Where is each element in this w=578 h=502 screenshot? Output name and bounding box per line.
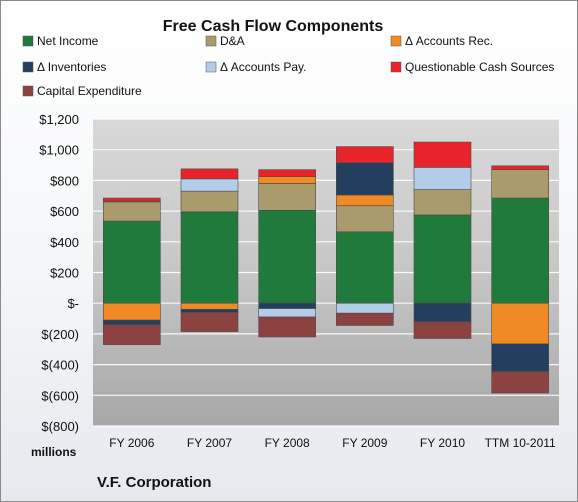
company-name: V.F. Corporation <box>97 474 211 491</box>
bar-delta-accounts-pay <box>336 302 394 314</box>
legend-swatch <box>390 61 402 73</box>
bar-delta-accounts-pay <box>413 167 472 190</box>
bar-capital-expenditure <box>180 312 239 332</box>
legend-label: Δ Inventories <box>37 60 106 74</box>
legend-swatch <box>22 61 34 73</box>
bar-delta-accounts-rec <box>336 194 394 207</box>
legend-swatch <box>205 61 217 73</box>
bar-delta-accounts-pay <box>258 308 316 318</box>
bar-d-a <box>258 183 316 211</box>
unit-label: millions <box>31 445 77 459</box>
bar-d-a <box>180 190 239 213</box>
y-tick-label: $- <box>67 296 79 311</box>
bar-delta-accounts-rec <box>258 176 316 184</box>
legend: Net Income D&A Δ Accounts Rec. Δ Inventorie… <box>22 34 554 98</box>
y-tick-label: $(200) <box>41 327 79 342</box>
bar-d-a <box>103 201 161 222</box>
bar-questionable-cash-sources <box>180 168 239 180</box>
bar-questionable-cash-sources <box>491 165 549 170</box>
bar-delta-inventories <box>413 302 472 322</box>
bar-net-income <box>491 197 549 304</box>
bar-delta-inventories <box>103 319 161 325</box>
y-tick-label: $600 <box>50 204 79 219</box>
legend-swatch <box>22 85 34 97</box>
y-tick-label: $200 <box>50 266 79 281</box>
x-tick-label: FY 2007 <box>187 436 232 450</box>
bar-delta-accounts-rec <box>103 302 161 321</box>
bar-delta-accounts-rec <box>180 302 239 310</box>
bar-capital-expenditure <box>491 371 549 394</box>
x-tick-labels: FY 2006 FY 2007 FY 2008 FY 2009 FY 2010 TTM 1… <box>109 436 556 450</box>
legend-label: D&A <box>220 34 245 48</box>
bar-delta-accounts-pay <box>180 178 239 192</box>
bar-delta-inventories <box>258 302 316 309</box>
y-tick-labels: $1,200 $1,000 $800 $600 $400 $200 $- $(200) $(40… <box>39 112 79 434</box>
bar-delta-inventories <box>180 309 239 313</box>
bar-net-income <box>413 214 472 304</box>
legend-label: Net Income <box>37 34 99 48</box>
bar-d-a <box>413 189 472 216</box>
gridlines <box>93 118 559 427</box>
y-tick-label: $(800) <box>41 419 79 434</box>
bar-d-a <box>336 205 394 233</box>
bar-questionable-cash-sources <box>336 146 394 164</box>
legend-label: Capital Expenditure <box>37 84 142 98</box>
legend-label: Questionable Cash Sources <box>405 60 554 74</box>
bar-net-income <box>258 210 316 304</box>
y-tick-label: $400 <box>50 235 79 250</box>
bar-questionable-cash-sources <box>103 197 161 202</box>
bar-capital-expenditure <box>258 316 316 338</box>
x-tick-label: FY 2008 <box>265 436 310 450</box>
legend-swatch <box>390 35 402 47</box>
legend-swatch <box>205 35 217 47</box>
x-tick-label: FY 2010 <box>420 436 465 450</box>
bar-questionable-cash-sources <box>258 169 316 177</box>
bar-d-a <box>491 169 549 199</box>
y-tick-label: $800 <box>50 173 79 188</box>
bar-delta-inventories <box>491 343 549 372</box>
x-tick-label: TTM 10-2011 <box>485 436 556 450</box>
x-tick-label: FY 2006 <box>109 436 154 450</box>
bar-net-income <box>336 231 394 304</box>
y-tick-label: $1,200 <box>39 112 79 127</box>
bar-delta-accounts-rec <box>491 302 549 345</box>
x-tick-label: FY 2009 <box>342 436 387 450</box>
y-tick-label: $1,000 <box>39 143 79 158</box>
legend-label: Δ Accounts Rec. <box>405 34 493 48</box>
bar-net-income <box>103 220 161 304</box>
bar-delta-inventories <box>336 162 394 196</box>
bar-capital-expenditure <box>336 312 394 326</box>
bar-capital-expenditure <box>103 324 161 345</box>
y-tick-label: $(600) <box>41 388 79 403</box>
bar-net-income <box>180 211 239 304</box>
bar-questionable-cash-sources <box>413 141 472 168</box>
y-tick-label: $(400) <box>41 358 79 373</box>
bars <box>103 141 549 394</box>
bar-capital-expenditure <box>413 321 472 339</box>
legend-label: Δ Accounts Pay. <box>220 60 307 74</box>
legend-swatch <box>22 35 34 47</box>
chart-title: Free Cash Flow Components <box>163 18 384 35</box>
